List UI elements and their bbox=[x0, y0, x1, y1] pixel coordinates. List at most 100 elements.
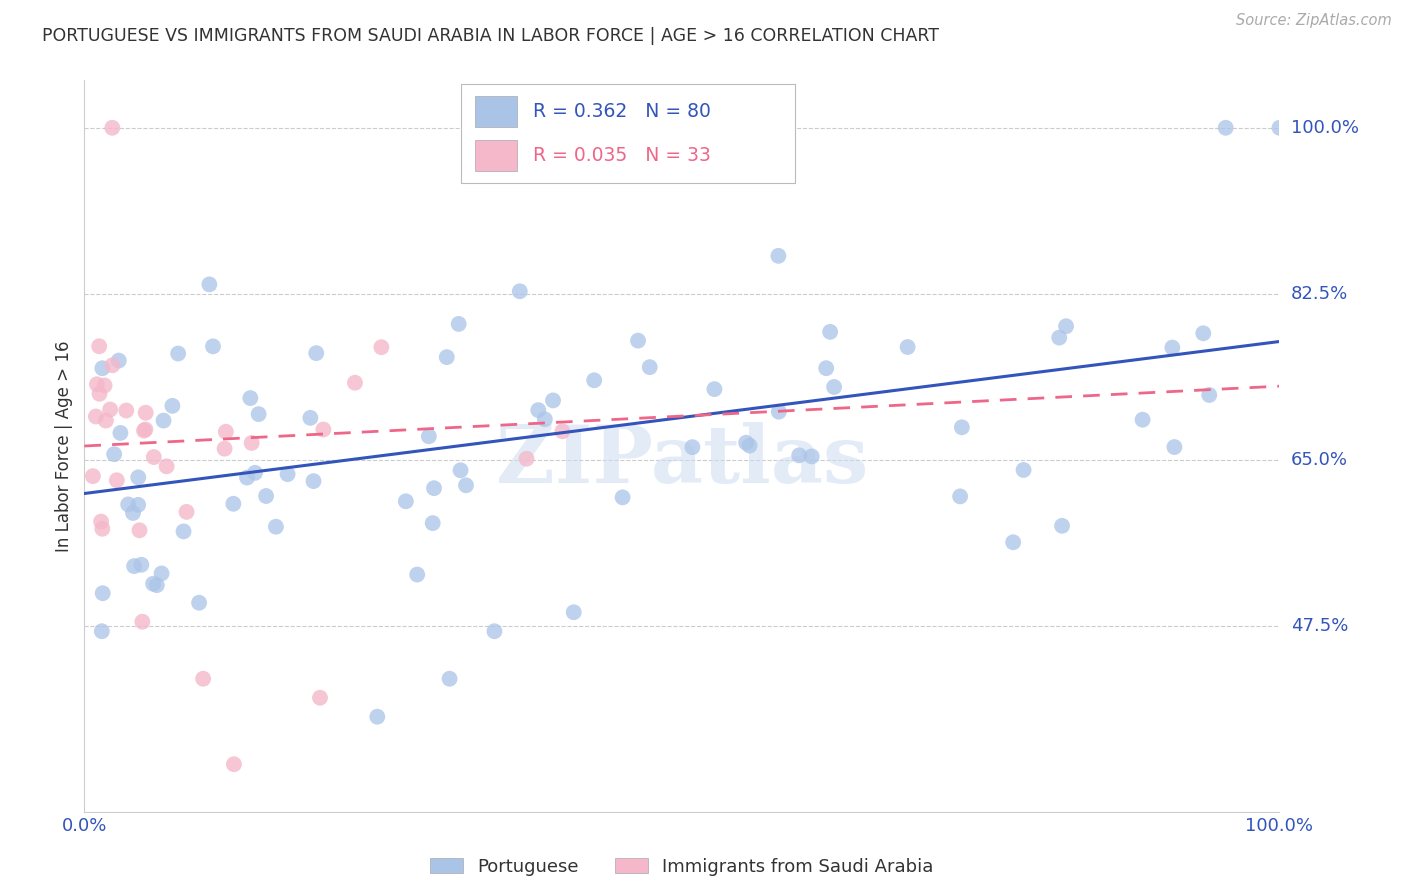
Point bbox=[1047, 330, 1070, 344]
Point bbox=[107, 353, 129, 368]
Point bbox=[86, 377, 108, 392]
Point bbox=[162, 399, 184, 413]
Point bbox=[450, 463, 472, 477]
Point bbox=[422, 516, 444, 530]
Point bbox=[768, 405, 790, 419]
Point bbox=[1268, 120, 1291, 135]
Point bbox=[127, 498, 149, 512]
Point bbox=[738, 439, 761, 453]
Point bbox=[155, 459, 177, 474]
Text: PORTUGUESE VS IMMIGRANTS FROM SAUDI ARABIA IN LABOR FORCE | AGE > 16 CORRELATION: PORTUGUESE VS IMMIGRANTS FROM SAUDI ARAB… bbox=[42, 27, 939, 45]
Point bbox=[312, 423, 335, 437]
Point bbox=[527, 403, 550, 417]
Point bbox=[254, 489, 277, 503]
Point bbox=[454, 478, 477, 492]
Point bbox=[146, 578, 169, 592]
Point bbox=[768, 249, 790, 263]
Point bbox=[110, 425, 132, 440]
Point bbox=[436, 350, 458, 364]
Point bbox=[214, 442, 236, 456]
Point bbox=[91, 522, 114, 536]
Point bbox=[167, 346, 190, 360]
Point bbox=[105, 473, 128, 487]
Legend: Portuguese, Immigrants from Saudi Arabia: Portuguese, Immigrants from Saudi Arabia bbox=[423, 851, 941, 883]
Point bbox=[264, 520, 287, 534]
Point bbox=[131, 615, 153, 629]
Point bbox=[103, 447, 125, 461]
Point bbox=[302, 474, 325, 488]
Point bbox=[583, 373, 606, 387]
Point bbox=[240, 436, 263, 450]
Point bbox=[395, 494, 418, 508]
Point bbox=[135, 406, 157, 420]
Point bbox=[239, 391, 262, 405]
Point bbox=[1163, 440, 1185, 454]
Point bbox=[243, 466, 266, 480]
Point bbox=[627, 334, 650, 348]
Point bbox=[150, 566, 173, 581]
Point bbox=[247, 407, 270, 421]
Point bbox=[117, 497, 139, 511]
Point bbox=[98, 402, 121, 417]
Point bbox=[1054, 319, 1077, 334]
Point bbox=[1132, 413, 1154, 427]
Point bbox=[1002, 535, 1025, 549]
Point bbox=[366, 710, 388, 724]
Point bbox=[127, 470, 149, 484]
Point bbox=[423, 481, 446, 495]
Point bbox=[93, 378, 115, 392]
Point bbox=[198, 277, 221, 292]
Point bbox=[823, 380, 845, 394]
Text: ZIPatlas: ZIPatlas bbox=[496, 422, 868, 500]
Point bbox=[128, 524, 150, 538]
Point bbox=[1161, 341, 1184, 355]
Text: 65.0%: 65.0% bbox=[1291, 451, 1347, 469]
Point bbox=[132, 424, 155, 438]
Point bbox=[115, 403, 138, 417]
FancyBboxPatch shape bbox=[461, 84, 796, 183]
Point bbox=[91, 361, 114, 376]
Point bbox=[277, 467, 299, 482]
Point bbox=[82, 469, 104, 483]
Point bbox=[122, 506, 145, 520]
Point bbox=[818, 325, 841, 339]
Text: 82.5%: 82.5% bbox=[1291, 285, 1348, 303]
Point bbox=[173, 524, 195, 539]
Point bbox=[299, 410, 322, 425]
Point bbox=[90, 624, 112, 639]
Point bbox=[1012, 463, 1035, 477]
Text: R = 0.362   N = 80: R = 0.362 N = 80 bbox=[533, 103, 710, 121]
Text: 100.0%: 100.0% bbox=[1291, 119, 1358, 136]
Point bbox=[90, 515, 112, 529]
Point bbox=[215, 425, 238, 439]
Point bbox=[1192, 326, 1215, 341]
Point bbox=[949, 489, 972, 503]
Text: 47.5%: 47.5% bbox=[1291, 617, 1348, 635]
Point bbox=[222, 497, 245, 511]
Point bbox=[406, 567, 429, 582]
Point bbox=[142, 576, 165, 591]
FancyBboxPatch shape bbox=[475, 140, 517, 171]
Point bbox=[101, 120, 124, 135]
Point bbox=[191, 672, 214, 686]
Point bbox=[89, 386, 111, 401]
Point bbox=[447, 317, 470, 331]
Point bbox=[638, 360, 661, 375]
Point bbox=[236, 470, 259, 484]
Point bbox=[787, 448, 810, 462]
Point bbox=[91, 586, 114, 600]
Point bbox=[134, 423, 156, 437]
Point bbox=[562, 605, 585, 619]
FancyBboxPatch shape bbox=[475, 96, 517, 127]
Point bbox=[176, 505, 198, 519]
Point bbox=[800, 450, 823, 464]
Point bbox=[703, 382, 725, 396]
Point bbox=[551, 425, 574, 439]
Point bbox=[84, 409, 107, 424]
Point bbox=[142, 450, 165, 464]
Point bbox=[509, 285, 531, 299]
Point bbox=[515, 451, 537, 466]
Point bbox=[815, 361, 838, 376]
Point bbox=[152, 414, 174, 428]
Point bbox=[89, 339, 111, 353]
